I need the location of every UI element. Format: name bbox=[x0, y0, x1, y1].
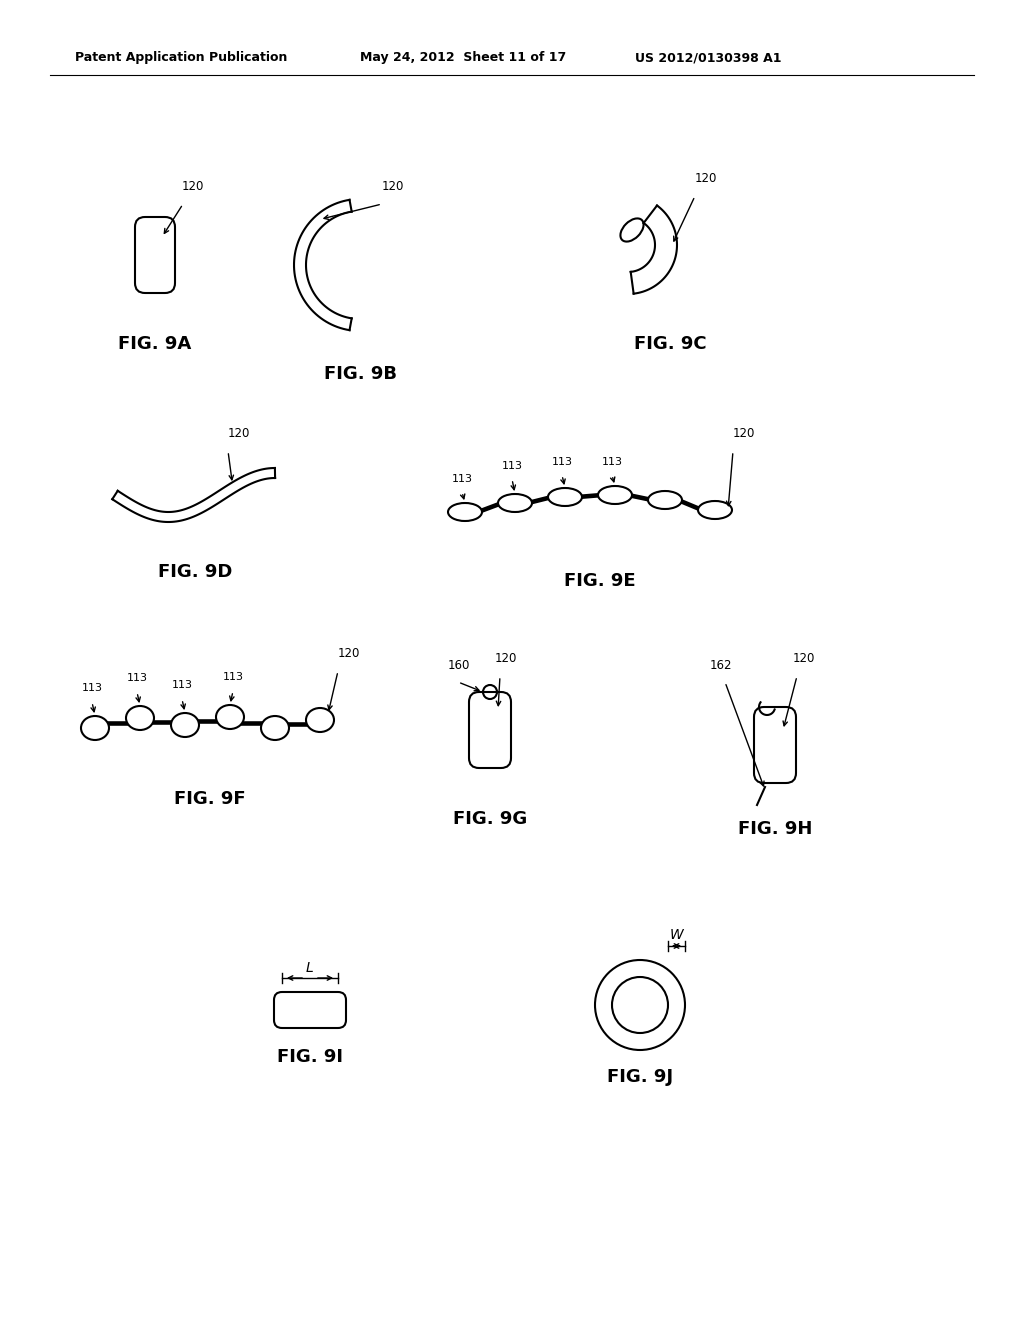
Text: 113: 113 bbox=[127, 673, 147, 682]
Text: 113: 113 bbox=[601, 457, 623, 467]
Text: 120: 120 bbox=[495, 652, 517, 665]
Text: 162: 162 bbox=[710, 659, 732, 672]
Text: Patent Application Publication: Patent Application Publication bbox=[75, 51, 288, 65]
Text: 113: 113 bbox=[452, 474, 472, 484]
Text: FIG. 9C: FIG. 9C bbox=[634, 335, 707, 352]
Text: 113: 113 bbox=[502, 461, 522, 471]
Ellipse shape bbox=[261, 715, 289, 741]
Polygon shape bbox=[631, 206, 677, 293]
Ellipse shape bbox=[648, 491, 682, 510]
Text: 120: 120 bbox=[733, 426, 756, 440]
Text: L: L bbox=[306, 961, 314, 975]
Polygon shape bbox=[113, 469, 275, 521]
Text: US 2012/0130398 A1: US 2012/0130398 A1 bbox=[635, 51, 781, 65]
Text: FIG. 9F: FIG. 9F bbox=[174, 789, 246, 808]
Ellipse shape bbox=[498, 494, 532, 512]
Text: FIG. 9D: FIG. 9D bbox=[158, 564, 232, 581]
Text: FIG. 9B: FIG. 9B bbox=[324, 366, 396, 383]
Text: FIG. 9G: FIG. 9G bbox=[453, 810, 527, 828]
Text: FIG. 9A: FIG. 9A bbox=[119, 335, 191, 352]
Text: 120: 120 bbox=[182, 180, 205, 193]
Ellipse shape bbox=[216, 705, 244, 729]
Text: 160: 160 bbox=[449, 659, 470, 672]
Text: 113: 113 bbox=[552, 457, 572, 467]
Text: 120: 120 bbox=[382, 180, 404, 193]
Text: 120: 120 bbox=[228, 426, 251, 440]
Ellipse shape bbox=[171, 713, 199, 737]
Ellipse shape bbox=[81, 715, 109, 741]
Ellipse shape bbox=[449, 503, 482, 521]
Text: 120: 120 bbox=[338, 647, 360, 660]
Ellipse shape bbox=[698, 502, 732, 519]
Ellipse shape bbox=[548, 488, 582, 506]
Text: FIG. 9J: FIG. 9J bbox=[607, 1068, 673, 1086]
Text: 113: 113 bbox=[82, 682, 102, 693]
Text: 113: 113 bbox=[171, 680, 193, 690]
Ellipse shape bbox=[306, 708, 334, 733]
Ellipse shape bbox=[598, 486, 632, 504]
Text: FIG. 9I: FIG. 9I bbox=[278, 1048, 343, 1067]
Text: 120: 120 bbox=[695, 172, 718, 185]
Text: May 24, 2012  Sheet 11 of 17: May 24, 2012 Sheet 11 of 17 bbox=[360, 51, 566, 65]
Text: FIG. 9H: FIG. 9H bbox=[738, 820, 812, 838]
Text: 120: 120 bbox=[793, 652, 815, 665]
Ellipse shape bbox=[126, 706, 154, 730]
Text: W: W bbox=[670, 928, 683, 942]
Polygon shape bbox=[294, 199, 351, 330]
Text: 113: 113 bbox=[222, 672, 244, 682]
Text: FIG. 9E: FIG. 9E bbox=[564, 572, 636, 590]
